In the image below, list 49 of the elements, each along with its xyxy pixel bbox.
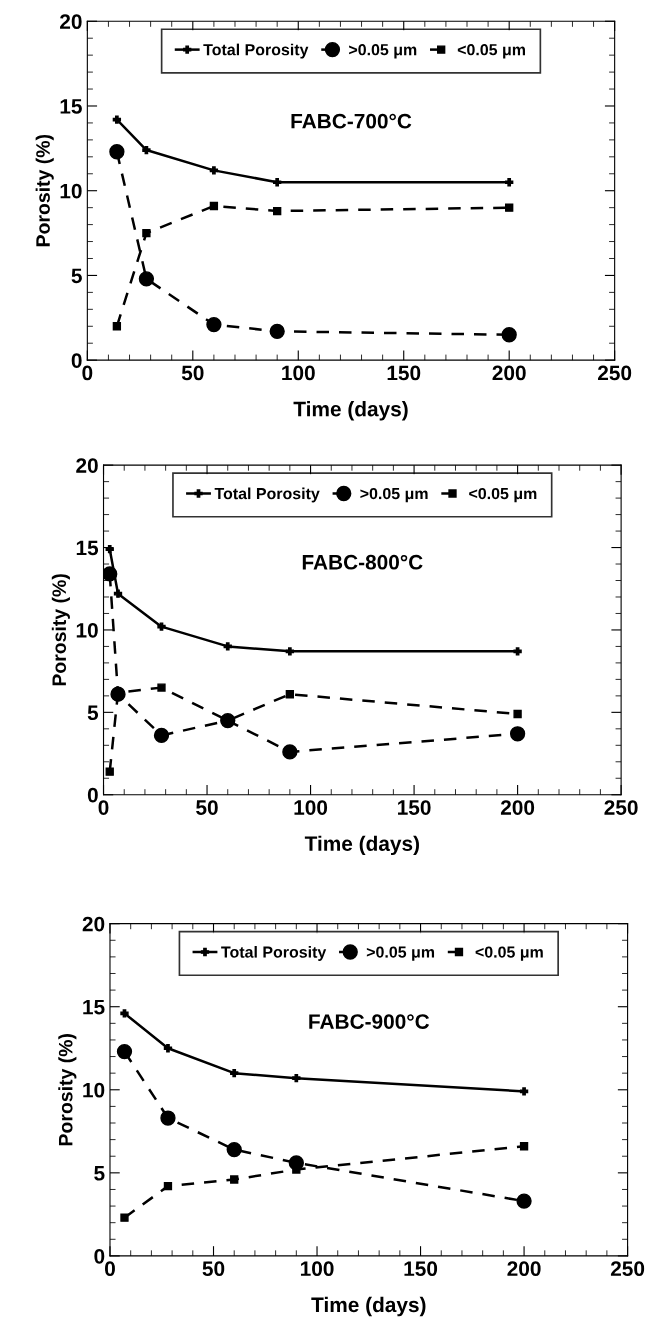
y-axis-title: Porosity (%) [35, 134, 54, 247]
y-tick-label: 15 [83, 999, 105, 1015]
y-tick-label: 10 [60, 183, 82, 199]
y-tick-label: 5 [87, 705, 99, 721]
x-tick-label: 50 [202, 1261, 225, 1277]
x-tick-label: 0 [105, 1261, 115, 1277]
y-tick-label: 0 [71, 353, 82, 368]
x-tick-label: 250 [610, 1261, 645, 1277]
y-tick-label: 20 [76, 458, 98, 473]
y-tick-label: 5 [71, 268, 82, 284]
x-tick-label: 250 [604, 800, 638, 815]
legend-label: >0.05 μm [349, 44, 417, 59]
y-tick-label: 15 [76, 540, 99, 556]
x-tick-label: 150 [404, 1261, 438, 1277]
x-axis-title: Time (days) [293, 401, 408, 421]
x-tick-label: 50 [196, 800, 218, 815]
y-tick-label: 20 [60, 14, 82, 30]
x-tick-label: 200 [500, 800, 535, 815]
y-axis-title: Porosity (%) [58, 1034, 77, 1146]
y-tick-label: 0 [94, 1248, 105, 1264]
legend-label: >0.05 μm [366, 946, 435, 961]
legend-label: <0.05 μm [475, 946, 543, 961]
x-tick-label: 100 [300, 1261, 334, 1277]
x-tick-label: 200 [492, 365, 526, 381]
x-tick-label: 100 [282, 365, 315, 381]
x-tick-label: 150 [398, 800, 431, 815]
y-axis-title: Porosity (%) [51, 574, 70, 686]
y-tick-label: 10 [83, 1082, 105, 1098]
legend-label: <0.05 μm [469, 487, 537, 503]
legend-label: <0.05 μm [457, 44, 525, 59]
legend-label: Total Porosity [214, 487, 320, 503]
annotation: FABC-900°C [309, 1014, 430, 1029]
x-tick-label: 150 [387, 365, 421, 381]
y-tick-label: 10 [76, 622, 98, 638]
x-tick-label: 200 [507, 1261, 541, 1277]
y-tick-label: 20 [82, 916, 105, 932]
y-tick-label: 15 [60, 99, 82, 114]
x-tick-label: 50 [181, 365, 204, 381]
legend-label: >0.05 μm [360, 487, 428, 503]
x-axis-title: Time (days) [311, 1296, 426, 1317]
x-axis-title: Time (days) [304, 835, 419, 856]
legend-label: Total Porosity [203, 43, 309, 59]
y-tick-label: 0 [87, 787, 98, 803]
annotation: FABC-800°C [302, 554, 423, 570]
y-tick-label: 5 [94, 1166, 105, 1181]
x-tick-label: 100 [294, 800, 328, 815]
annotation: FABC-700°C [291, 113, 412, 129]
legend-label: Total Porosity [221, 946, 327, 961]
x-tick-label: 250 [597, 365, 632, 381]
